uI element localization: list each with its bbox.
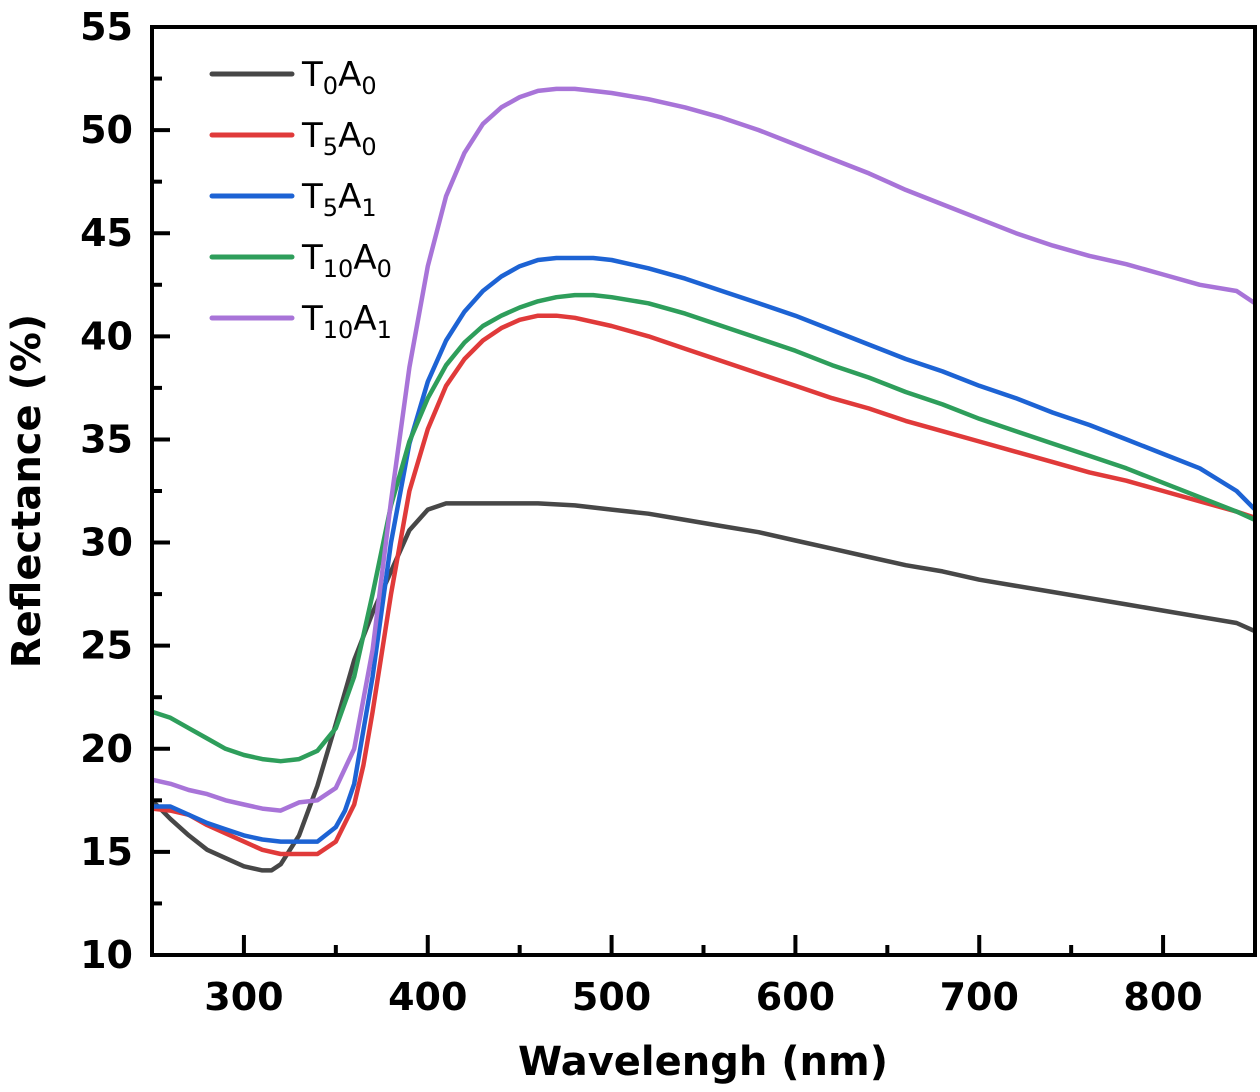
legend-label: T5A1 bbox=[301, 177, 377, 222]
legend-item-T0A0: T0A0 bbox=[209, 55, 377, 100]
legend-label: T10A0 bbox=[301, 238, 392, 283]
x-tick-label: 800 bbox=[1123, 975, 1202, 1019]
y-tick-label: 55 bbox=[80, 5, 133, 49]
legend-label: T10A1 bbox=[301, 299, 392, 344]
y-tick-label: 40 bbox=[80, 314, 133, 358]
x-tick-label: 500 bbox=[572, 975, 651, 1019]
legend-label: T0A0 bbox=[301, 55, 377, 100]
legend-item-T10A0: T10A0 bbox=[209, 238, 392, 283]
x-axis-title: Wavelengh (nm) bbox=[518, 1039, 888, 1085]
series-line-T10A0 bbox=[152, 292, 1255, 764]
legend-label: T5A0 bbox=[301, 116, 377, 161]
series-line-T10A1 bbox=[152, 86, 1255, 813]
y-tick-label: 50 bbox=[80, 108, 133, 152]
y-tick-label: 15 bbox=[80, 830, 133, 874]
legend: T0A0 T5A0 T5A1 T10A0 T10A1 bbox=[209, 55, 392, 344]
series-layer bbox=[152, 86, 1255, 873]
series-line-T5A0 bbox=[152, 313, 1255, 857]
y-tick-label: 25 bbox=[80, 624, 133, 668]
y-tick-label: 45 bbox=[80, 211, 133, 255]
x-tick-label: 400 bbox=[388, 975, 467, 1019]
series-line-T5A1 bbox=[152, 255, 1255, 844]
legend-item-T10A1: T10A1 bbox=[209, 299, 392, 344]
y-tick-label: 20 bbox=[80, 727, 133, 771]
x-tick-label: 700 bbox=[940, 975, 1019, 1019]
y-tick-label: 35 bbox=[80, 417, 133, 461]
legend-item-T5A1: T5A1 bbox=[209, 177, 377, 222]
y-tick-label: 10 bbox=[80, 933, 133, 977]
y-tick-labels: 10 15 20 25 30 35 40 45 50 55 bbox=[80, 5, 133, 977]
series-line-T0A0 bbox=[152, 501, 1255, 873]
y-tick-label: 30 bbox=[80, 521, 133, 565]
x-tick-label: 600 bbox=[756, 975, 835, 1019]
x-tick-label: 300 bbox=[204, 975, 283, 1019]
x-tick-labels: 300 400 500 600 700 800 bbox=[204, 975, 1202, 1019]
legend-item-T5A0: T5A0 bbox=[209, 116, 377, 161]
plot-frame bbox=[150, 25, 1257, 957]
axis-ticks bbox=[152, 76, 1166, 955]
y-axis-title: Reflectance (%) bbox=[4, 314, 50, 668]
